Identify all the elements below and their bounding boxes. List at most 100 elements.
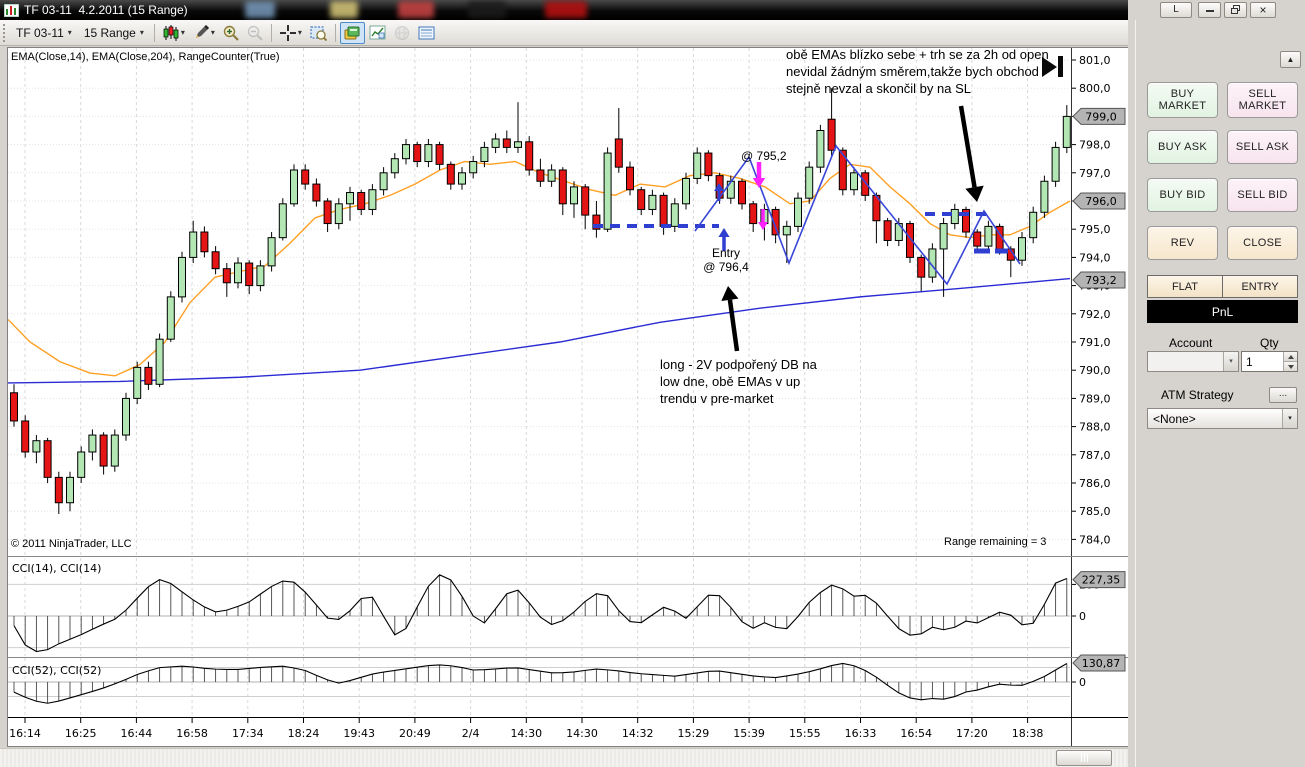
buy-ask-button[interactable]: BUY ASK [1147, 130, 1218, 164]
svg-text:15:29: 15:29 [678, 727, 710, 740]
background-app-blob [468, 1, 506, 18]
zoom-in-button[interactable] [219, 22, 243, 44]
region-zoom-button[interactable] [306, 22, 331, 44]
ema-204-line [7, 277, 1071, 384]
svg-text:130,87: 130,87 [1082, 657, 1121, 670]
svg-text:16:58: 16:58 [176, 727, 208, 740]
svg-text:791,0: 791,0 [1079, 336, 1111, 349]
data-box-icon [344, 26, 360, 39]
time-axis: 16:14 16:25 16:44 16:58 17:34 18:24 19:43 20:49… [9, 718, 1043, 740]
crosshair-button[interactable]: ▾ [276, 22, 306, 44]
properties-button[interactable] [414, 22, 439, 44]
svg-text:796,0: 796,0 [1085, 195, 1117, 208]
cci14-plot [13, 574, 1068, 653]
atm-more-button[interactable]: ... [1269, 387, 1297, 403]
svg-text:14:30: 14:30 [566, 727, 598, 740]
svg-text:789,0: 789,0 [1079, 392, 1111, 405]
sell-market-button[interactable]: SELL MARKET [1227, 82, 1298, 118]
svg-text:16:54: 16:54 [900, 727, 932, 740]
svg-text:15:55: 15:55 [789, 727, 821, 740]
svg-text:801,0: 801,0 [1079, 54, 1111, 67]
svg-text:794,0: 794,0 [1079, 251, 1111, 264]
entry-price-label: Entry @ 796,4 [703, 246, 749, 274]
data-box-button[interactable] [339, 21, 365, 44]
flat-cell[interactable]: FLAT [1171, 280, 1199, 293]
chart-trader-button[interactable] [365, 22, 390, 44]
collapse-panel-button[interactable]: ▲ [1280, 51, 1301, 68]
restore-button[interactable] [1224, 2, 1247, 18]
copyright-label: © 2011 NinjaTrader, LLC [11, 538, 132, 550]
zoom-out-button[interactable] [243, 22, 267, 44]
bar-type-button[interactable]: ▾ [159, 22, 189, 44]
svg-text:788,0: 788,0 [1079, 421, 1111, 434]
exit-price-label: @ 795,2 [741, 149, 787, 163]
chart-canvas[interactable]: 784,0 785,0 786,0 787,0 788,0 789,0 790,0 791,0… [0, 0, 1130, 767]
svg-text:14:32: 14:32 [622, 727, 654, 740]
reverse-button[interactable]: REV [1147, 226, 1218, 260]
background-app-blob [398, 1, 434, 18]
instrument-dropdown[interactable]: TF 03-11 ▾ [16, 25, 72, 40]
ema-14-line [7, 160, 1071, 377]
qty-input[interactable] [1242, 352, 1283, 371]
window-controls: L × [1128, 0, 1305, 20]
svg-text:0: 0 [1079, 610, 1086, 623]
interval-dropdown[interactable]: 15 Range ▾ [83, 25, 144, 40]
svg-text:785,0: 785,0 [1079, 505, 1111, 518]
account-select[interactable]: ▾ [1147, 351, 1239, 372]
cci52-plot [13, 662, 1068, 704]
region-zoom-icon [310, 25, 327, 41]
qty-up-button[interactable] [1284, 352, 1297, 361]
minimize-button[interactable] [1198, 2, 1221, 18]
svg-text:16:33: 16:33 [845, 727, 877, 740]
zoom-in-icon [223, 25, 239, 41]
minimize-icon [1205, 3, 1214, 12]
link-button[interactable]: L [1160, 2, 1192, 18]
chevron-down-icon: ▾ [67, 28, 72, 37]
svg-text:2/4: 2/4 [462, 727, 480, 740]
globe-icon [394, 25, 409, 40]
atm-strategy-select[interactable]: <None> ▾ [1147, 408, 1298, 429]
account-label: Account [1169, 336, 1213, 350]
toolbar-grip[interactable] [3, 23, 6, 42]
svg-text:16:44: 16:44 [121, 727, 153, 740]
price-tag: 796,0 [1072, 192, 1126, 210]
close-button[interactable]: × [1250, 2, 1276, 18]
svg-text:20:49: 20:49 [399, 727, 431, 740]
draw-tool-button[interactable]: ▾ [189, 22, 219, 44]
entry-cell[interactable]: ENTRY [1222, 276, 1297, 297]
chevron-down-icon: ▾ [210, 28, 215, 37]
window-title: TF 03-11 4.2.2011 (15 Range) [24, 3, 188, 17]
last-bar-marker [1042, 56, 1063, 77]
sell-bid-button[interactable]: SELL BID [1227, 178, 1298, 212]
chart-trader-panel: ▲ BUY MARKET SELL MARKET BUY ASK SELL AS… [1135, 20, 1305, 767]
svg-text:16:14: 16:14 [9, 727, 41, 740]
scrollbar-thumb[interactable] [1056, 750, 1112, 766]
quantity-stepper [1241, 351, 1298, 372]
svg-text:786,0: 786,0 [1079, 477, 1111, 490]
svg-text:227,35: 227,35 [1082, 574, 1121, 587]
qty-down-button[interactable] [1284, 361, 1297, 371]
cci52-value-tag: 130,87 [1072, 654, 1126, 672]
candles-layer [10, 88, 1071, 515]
panel-splitter[interactable] [1128, 20, 1135, 767]
buy-market-button[interactable]: BUY MARKET [1147, 82, 1218, 118]
zoom-out-icon [247, 25, 263, 41]
sell-ask-button[interactable]: SELL ASK [1227, 130, 1298, 164]
globe-button[interactable] [390, 22, 414, 44]
svg-text:14:30: 14:30 [510, 727, 542, 740]
chart-window-icon [4, 3, 19, 17]
collapse-icon: ▲ [1286, 55, 1295, 64]
horizontal-scrollbar[interactable] [0, 748, 1128, 767]
close-position-button[interactable]: CLOSE [1227, 226, 1298, 260]
svg-text:15:39: 15:39 [733, 727, 765, 740]
svg-text:19:43: 19:43 [343, 727, 375, 740]
buy-bid-button[interactable]: BUY BID [1147, 178, 1218, 212]
trend-zigzag-line [694, 144, 1021, 286]
svg-text:790,0: 790,0 [1079, 364, 1111, 377]
chevron-down-icon: ▾ [297, 28, 302, 37]
chevron-down-icon: ▾ [1282, 409, 1297, 428]
annotation-long-note: long - 2V podpořený DB na low dne, obě E… [660, 357, 817, 406]
svg-text:0: 0 [1079, 676, 1086, 689]
svg-text:784,0: 784,0 [1079, 533, 1111, 546]
